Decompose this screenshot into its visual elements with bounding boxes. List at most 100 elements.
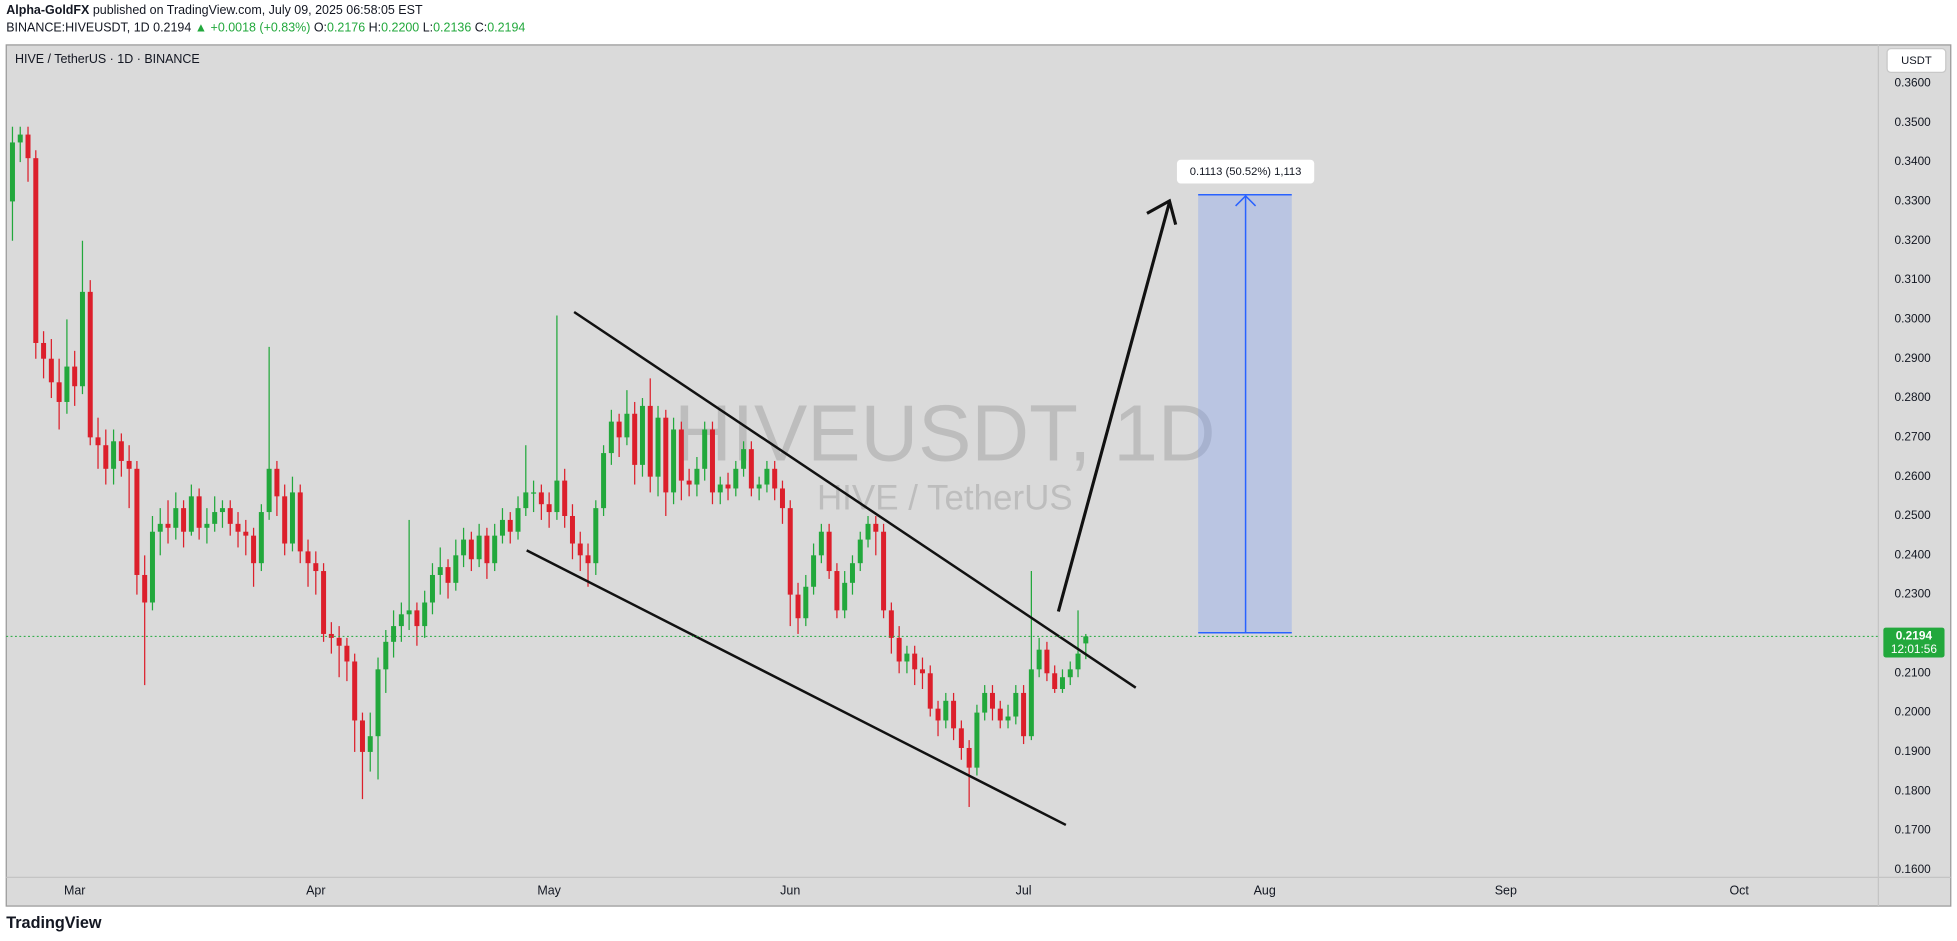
candle-body [1028,669,1034,737]
candle-body [1036,649,1042,670]
author: Alpha-GoldFX [6,4,90,18]
candle-body [142,574,148,603]
candle-body [1005,716,1011,721]
candle-body [243,531,249,536]
candle-body [305,551,311,564]
y-tick-label: 0.2100 [1895,665,1932,679]
annotation-box [1176,159,1315,184]
candle-body [1083,636,1089,644]
candle-body [756,484,762,489]
projection-arrow [1056,201,1171,612]
candle-body [468,539,474,560]
candle-body [289,492,295,544]
header-line: Alpha-GoldFX published on TradingView.co… [6,4,423,18]
y-tick-label: 0.2000 [1895,705,1932,719]
candle-body [251,535,257,564]
candle-body [966,747,972,768]
candle-body [694,468,700,485]
x-tick-label: Mar [64,883,85,897]
candle-body [546,504,552,513]
c-value: 0.2194 [487,21,525,35]
candle-body [857,539,863,564]
candle-body [842,582,848,611]
candle-body [274,468,280,497]
candle-body [881,531,887,611]
candle-body [56,382,62,402]
candles [9,126,1089,807]
y-tick-label: 0.2500 [1895,508,1932,522]
candle-body [282,496,288,544]
candle-body [406,610,412,615]
x-tick-label: Aug [1254,883,1276,897]
candle-body [165,523,171,528]
candle-body [414,610,420,627]
candle-body [515,508,521,532]
candle-body [663,417,669,493]
y-tick-label: 0.2400 [1895,547,1932,561]
candle-body [336,637,342,646]
candle-body [219,508,225,513]
candle-body [849,563,855,583]
candle-body [935,708,941,721]
candle-body [982,692,988,713]
candle-body [72,366,78,387]
candle-body [173,508,179,528]
candle-body [484,535,490,564]
candle-body [577,543,583,556]
candle-body [803,586,809,619]
candle-body [624,413,630,438]
candle-body [445,567,451,583]
candle-body [103,445,109,469]
candle-body [927,673,933,709]
candle-body [974,712,980,768]
candle-body [733,468,739,489]
y-tick-label: 0.1700 [1895,823,1932,837]
candle-body [492,535,498,564]
watermark: HIVEUSDT, 1D [674,388,1215,477]
change: ▲ +0.0018 (+0.83%) [195,21,311,35]
candle-body [391,626,397,642]
candle-body [17,134,23,143]
candle-body [741,449,747,469]
candle-body [258,512,264,564]
y-tick-label: 0.2700 [1895,429,1932,443]
candle-body [779,488,785,509]
candle-body [87,291,93,438]
l-label: L: [423,21,433,35]
o-value: 0.2176 [327,21,365,35]
candle-body [9,142,15,202]
candle-body [748,449,754,489]
candle-body [678,429,684,481]
x-tick-label: Jul [1016,883,1032,897]
candle-body [499,519,505,536]
candle-body [41,342,47,359]
candle-body [647,405,653,477]
candle-body [896,637,902,662]
candle-body [437,567,443,575]
published: published on TradingView.com, July 09, 2… [93,4,423,18]
target-arrow-head [1235,194,1257,207]
candle-body [569,515,575,544]
candle-body [834,571,840,611]
candle-body [1021,692,1027,737]
candle-body [585,555,591,564]
candle-body [811,555,817,587]
candle-body [601,453,607,509]
candle-body [461,539,467,556]
candle-body [709,429,715,493]
currency-box[interactable] [1886,48,1947,74]
y-tick-label: 0.3200 [1895,233,1932,247]
candle-body [79,291,85,387]
price-label-box [1883,627,1945,658]
candle-body [422,602,428,627]
y-tick-label: 0.3100 [1895,272,1932,286]
candle-body [1059,677,1065,690]
candle-body [616,421,622,438]
candle-body [266,468,272,513]
candle-body [655,417,661,477]
h-label: H: [369,21,381,35]
x-tick-label: May [537,883,561,897]
candle-body [476,535,482,560]
x-tick-label: Sep [1495,883,1517,897]
